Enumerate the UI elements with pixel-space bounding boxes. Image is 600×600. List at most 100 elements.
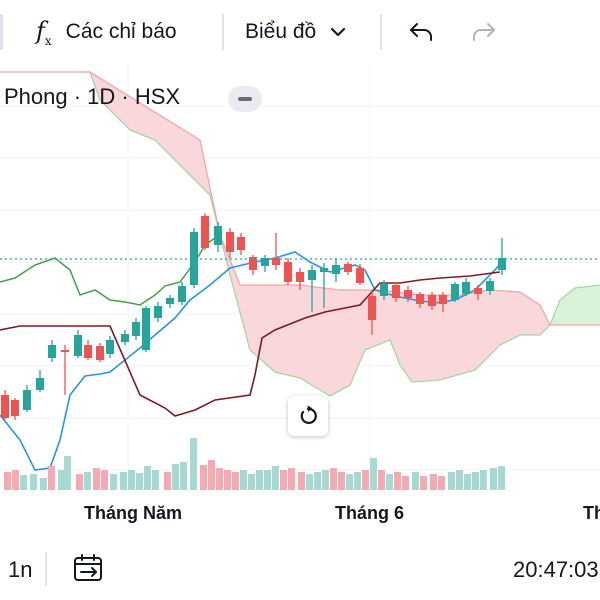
volume-bar: [144, 466, 151, 490]
candle-body: [121, 334, 129, 342]
volume-bar: [438, 476, 445, 490]
volume-bar: [30, 474, 37, 490]
legend-collapse-button[interactable]: [228, 86, 262, 112]
candle-body: [226, 232, 234, 252]
fx-icon: fx: [36, 16, 52, 48]
candle-body: [404, 290, 412, 298]
volume-bar: [58, 470, 65, 490]
ichimoku-lines: [0, 237, 506, 471]
candle-body: [201, 216, 209, 248]
indicators-button[interactable]: fx Các chỉ báo: [36, 14, 177, 50]
volume-bar: [498, 466, 505, 490]
candle-body: [23, 390, 31, 410]
symbol-legend[interactable]: Phong · 1D · HSX: [4, 84, 181, 109]
tenkan-line: [0, 251, 506, 471]
candle-body: [190, 232, 198, 285]
undo-button[interactable]: [405, 14, 437, 50]
candle-body: [106, 340, 114, 354]
volume-bar: [152, 470, 159, 490]
volume-bar: [412, 472, 419, 490]
candle-body: [261, 258, 269, 266]
volume-bar: [110, 474, 117, 490]
volume-bar: [306, 474, 313, 490]
volume-bar: [12, 470, 19, 490]
volume-bar: [101, 470, 108, 490]
volume-bar: [394, 472, 401, 490]
candle-body: [178, 286, 186, 302]
candle-body: [462, 282, 470, 294]
volume-bar: [256, 470, 263, 490]
volume-bar: [298, 472, 305, 490]
undo-icon: [410, 23, 432, 41]
candle-body: [166, 298, 174, 304]
candle-body: [1, 395, 9, 418]
candle-body: [11, 400, 19, 416]
candle-body: [308, 270, 316, 280]
candle-body: [272, 258, 280, 265]
x-axis-label: Tháng Năm: [84, 503, 183, 523]
indicators-label: Các chỉ báo: [65, 20, 177, 43]
volume-bar: [48, 466, 55, 490]
candle-body: [249, 257, 257, 270]
volume-bar: [20, 475, 27, 490]
volume-bar: [40, 478, 47, 490]
volume-bar: [330, 468, 337, 490]
bottom-divider: [45, 552, 47, 586]
candle-body: [416, 294, 424, 304]
chart-pane[interactable]: [0, 66, 600, 536]
volume-bar: [4, 472, 11, 490]
volume-bar: [172, 464, 179, 490]
candle-body: [356, 268, 364, 283]
volume-bar: [264, 470, 271, 490]
candle-body: [332, 265, 340, 274]
volume-bar: [272, 466, 279, 490]
chart-type-label: Biểu đồ: [245, 20, 317, 43]
x-axis-label: Th: [583, 503, 600, 523]
candle-body: [344, 264, 352, 272]
redo-button[interactable]: [468, 14, 500, 50]
volume-bar: [200, 465, 207, 490]
candle-body: [132, 322, 140, 336]
interval-button[interactable]: 1n: [8, 557, 33, 582]
candle-body: [214, 226, 222, 245]
candle-body: [392, 285, 400, 298]
candle-body: [498, 258, 506, 270]
volume-bar: [370, 458, 377, 490]
volume-bar: [208, 460, 215, 490]
volume-bar: [456, 470, 463, 490]
candle-body: [237, 237, 245, 250]
volume-bar: [490, 468, 497, 490]
candle-body: [142, 308, 150, 350]
volume-bar: [402, 476, 409, 490]
volume-bar: [288, 468, 295, 490]
volume-bar: [338, 472, 345, 490]
leading-span-a: [0, 71, 600, 397]
reset-icon: [300, 405, 317, 425]
top-toolbar: fx Các chỉ báo Biểu đồ: [0, 0, 600, 66]
candles: [1, 213, 506, 420]
volume-bar: [322, 470, 329, 490]
volume-bar: [346, 474, 353, 490]
chart-type-button[interactable]: Biểu đồ: [245, 14, 348, 50]
candle-body: [380, 284, 388, 296]
volume-bar: [180, 462, 187, 490]
candle-body: [439, 295, 447, 304]
candle-body: [48, 345, 56, 358]
candle-body: [96, 346, 104, 360]
chikou-line: [0, 237, 216, 306]
candle-body: [474, 288, 482, 294]
cloud-bearish: [0, 72, 550, 396]
candle-body: [451, 284, 459, 300]
candle-body: [36, 378, 44, 390]
date-range-button[interactable]: [72, 552, 106, 591]
volume-bar: [64, 456, 71, 490]
volume-bar: [248, 474, 255, 490]
redo-icon: [473, 23, 495, 41]
volume-bar: [362, 470, 369, 490]
candle-body: [296, 272, 304, 282]
candle-body: [486, 281, 494, 291]
reset-chart-button[interactable]: [288, 396, 328, 436]
volume-bar: [136, 473, 143, 490]
chevron-down-icon: [331, 27, 346, 37]
price-chart[interactable]: [0, 66, 600, 536]
